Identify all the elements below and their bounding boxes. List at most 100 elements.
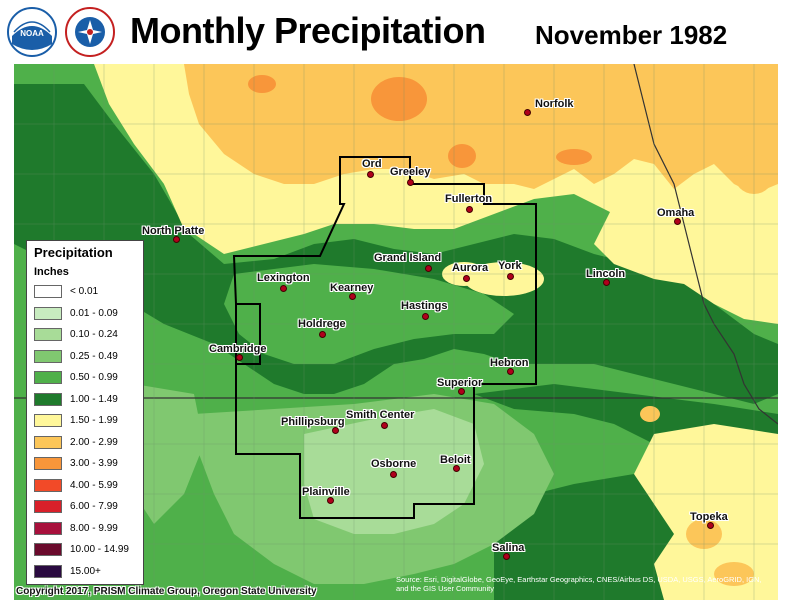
legend-item: < 0.01 xyxy=(34,285,142,299)
legend-label: 10.00 - 14.99 xyxy=(70,544,129,555)
city-label: Grand Island xyxy=(374,252,442,264)
noaa-logo: NOAA xyxy=(7,7,57,57)
legend-item: 10.00 - 14.99 xyxy=(34,543,142,557)
legend-item: 0.10 - 0.24 xyxy=(34,328,142,342)
legend-label: 0.50 - 0.99 xyxy=(70,372,118,383)
legend-label: 1.50 - 1.99 xyxy=(70,415,118,426)
legend-label: 3.00 - 3.99 xyxy=(70,458,118,469)
city-dot xyxy=(463,275,470,282)
legend-label: 4.00 - 5.99 xyxy=(70,479,118,491)
legend-swatch xyxy=(34,328,62,341)
region-0_50-0_99-central xyxy=(224,264,514,364)
city-dot xyxy=(707,522,714,529)
region-2_00-2_99-north xyxy=(184,64,778,194)
legend-label: 6.00 - 7.99 xyxy=(70,501,118,512)
legend-item: 3.00 - 3.99 xyxy=(34,457,142,471)
city-label: Superior xyxy=(437,377,483,389)
city-dot xyxy=(173,236,180,243)
page-subtitle: November 1982 xyxy=(535,20,728,50)
city-label: Beloit xyxy=(440,454,471,466)
legend-units: Inches xyxy=(34,266,69,278)
city-dot xyxy=(507,368,514,375)
city-dot xyxy=(425,265,432,272)
legend-item: 4.00 - 5.99 xyxy=(34,478,142,493)
legend-item: 0.50 - 0.99 xyxy=(34,371,142,385)
legend-swatch xyxy=(34,435,62,449)
city-label: Lexington xyxy=(257,272,310,284)
region-1_50-1_99-northplatte xyxy=(164,174,254,239)
legend-swatch xyxy=(34,543,62,556)
nws-logo xyxy=(65,7,115,57)
legend-item: 1.00 - 1.49 xyxy=(34,392,142,407)
city-label: Hebron xyxy=(490,357,529,369)
legend-item: 15.00+ xyxy=(34,564,142,579)
city-dot xyxy=(407,179,414,186)
legend-swatch xyxy=(34,521,62,535)
city-dot xyxy=(319,331,326,338)
city-label: Hastings xyxy=(401,300,448,312)
city-label: Norfolk xyxy=(535,98,574,110)
city-label: Smith Center xyxy=(346,409,415,421)
city-label: Plainville xyxy=(302,486,350,498)
city-dot xyxy=(507,273,514,280)
city-label: Phillipsburg xyxy=(281,416,345,428)
legend-label: 1.00 - 1.49 xyxy=(70,393,118,405)
city-dot xyxy=(503,553,510,560)
source-attribution: Source: Esri, DigitalGlobe, GeoEye, Eart… xyxy=(396,575,762,593)
city-dot xyxy=(422,313,429,320)
city-dot xyxy=(349,293,356,300)
legend-item: 1.50 - 1.99 xyxy=(34,414,142,428)
legend-label: 0.01 - 0.09 xyxy=(70,307,118,319)
city-label: Cambridge xyxy=(209,343,267,355)
city-dot xyxy=(458,388,465,395)
legend: Precipitation Inches < 0.01 0.01 - 0.09 0.… xyxy=(26,240,144,585)
legend-item: 2.00 - 2.99 xyxy=(34,435,142,450)
city-dot xyxy=(453,465,460,472)
city-dot xyxy=(381,422,388,429)
copyright: Copyright 2017, PRISM Climate Group, Ore… xyxy=(16,586,317,597)
city-label: Salina xyxy=(492,542,525,554)
header: NOAA Monthly Precipitation November 1982 xyxy=(0,0,792,64)
legend-swatch xyxy=(34,306,62,320)
legend-swatch xyxy=(34,564,62,578)
city-label: Osborne xyxy=(371,458,417,470)
legend-label: 15.00+ xyxy=(70,565,101,577)
region-2_00-2_99-se2 xyxy=(640,406,660,422)
legend-swatch xyxy=(34,349,62,363)
cwa-inner xyxy=(236,303,261,365)
missouri-river-boundary xyxy=(633,64,778,425)
legend-swatch xyxy=(34,457,62,470)
legend-swatch xyxy=(34,285,62,298)
region-1_50-1_99-southeast xyxy=(634,424,778,600)
city-label: York xyxy=(498,260,522,272)
bottom-strip xyxy=(0,600,792,612)
legend-item: 0.01 - 0.09 xyxy=(34,306,142,321)
region-3_00-3_99-b xyxy=(448,144,476,168)
noaa-logo-text: NOAA xyxy=(20,29,44,38)
region-2_00-2_99-southeast xyxy=(714,562,754,586)
city-dot xyxy=(236,354,243,361)
legend-swatch xyxy=(34,414,62,427)
legend-label: 0.25 - 0.49 xyxy=(70,350,118,362)
legend-label: 0.10 - 0.24 xyxy=(70,329,118,340)
legend-label: < 0.01 xyxy=(70,286,99,297)
legend-swatch xyxy=(34,392,62,406)
city-dot xyxy=(327,497,334,504)
city-dot xyxy=(280,285,287,292)
legend-swatch xyxy=(34,500,62,513)
city-dot xyxy=(603,279,610,286)
city-dot xyxy=(332,427,339,434)
city-dot xyxy=(367,171,374,178)
city-dot xyxy=(524,109,531,116)
city-label: Topeka xyxy=(690,511,728,523)
city-label: Omaha xyxy=(657,207,695,219)
city-label: Fullerton xyxy=(445,193,493,205)
city-dot xyxy=(466,206,473,213)
city-label: Lincoln xyxy=(586,268,626,280)
city-label: Holdrege xyxy=(298,318,346,330)
legend-item: 0.25 - 0.49 xyxy=(34,349,142,364)
legend-swatch xyxy=(34,478,62,492)
legend-item: 6.00 - 7.99 xyxy=(34,500,142,514)
city-label: Ord xyxy=(362,158,382,170)
city-label: North Platte xyxy=(142,225,205,237)
